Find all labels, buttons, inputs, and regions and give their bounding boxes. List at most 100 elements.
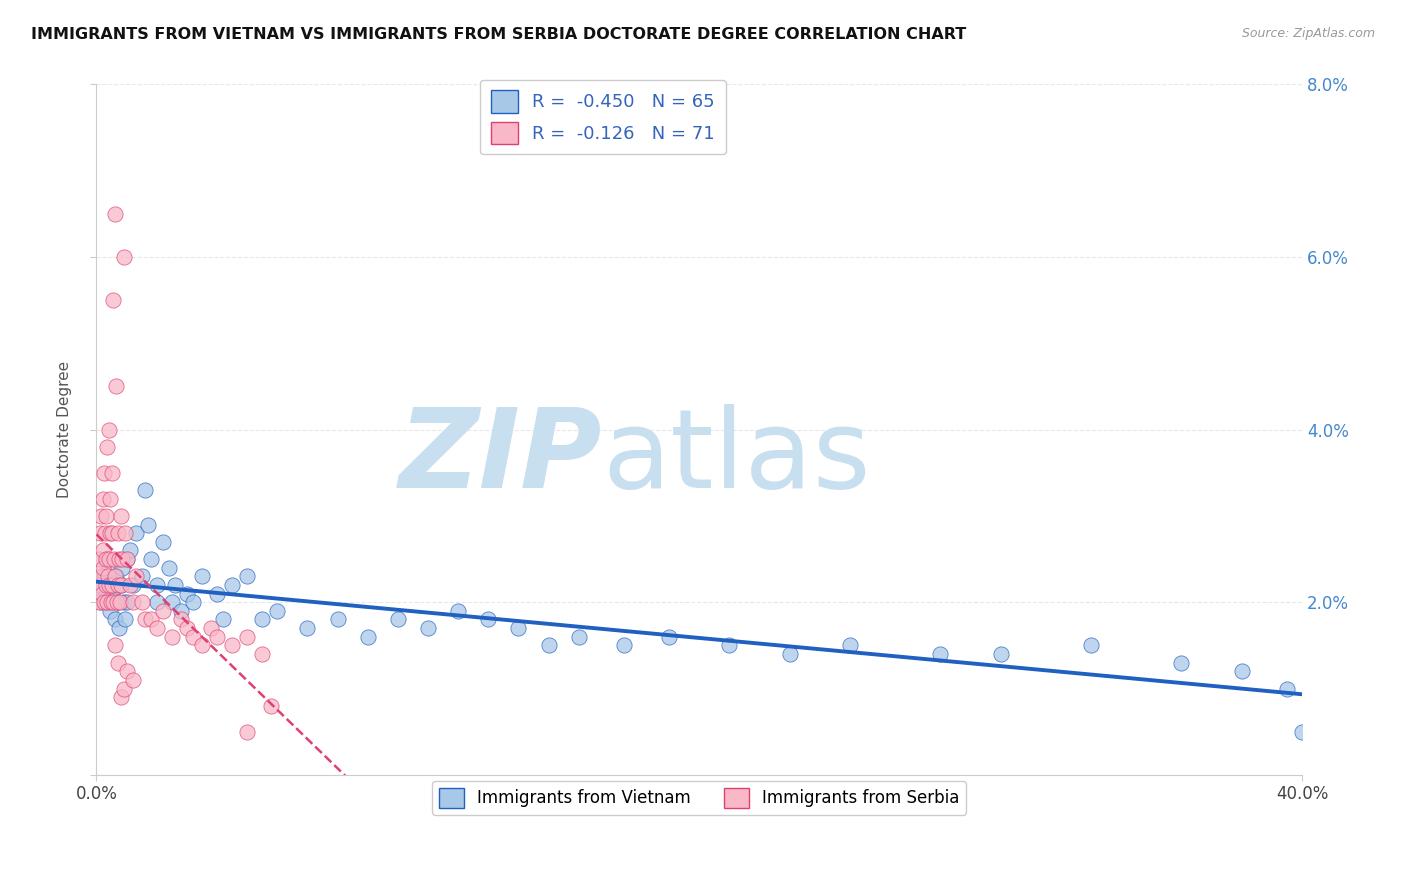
Point <box>779 647 801 661</box>
Point <box>91 586 114 600</box>
Point <box>236 724 259 739</box>
Point <box>108 595 131 609</box>
Point <box>568 630 591 644</box>
Point <box>212 612 235 626</box>
Point <box>101 578 124 592</box>
Point <box>160 630 183 644</box>
Point <box>87 578 110 592</box>
Point <box>357 630 380 644</box>
Point <box>100 578 122 592</box>
Point <box>131 595 153 609</box>
Point <box>103 612 125 626</box>
Point <box>1275 681 1298 696</box>
Point <box>96 440 118 454</box>
Point <box>93 595 115 609</box>
Point <box>121 595 143 609</box>
Point <box>101 526 124 541</box>
Point <box>1170 656 1192 670</box>
Point <box>98 526 121 541</box>
Point <box>134 612 156 626</box>
Point <box>191 639 214 653</box>
Point <box>221 578 243 592</box>
Point <box>838 639 860 653</box>
Point <box>107 595 129 609</box>
Point <box>121 578 143 592</box>
Point <box>94 508 117 523</box>
Point <box>131 569 153 583</box>
Point <box>124 526 146 541</box>
Point <box>613 639 636 653</box>
Point <box>181 595 204 609</box>
Point <box>114 526 136 541</box>
Point <box>115 552 138 566</box>
Point <box>266 604 288 618</box>
Point <box>94 552 117 566</box>
Point <box>98 604 121 618</box>
Point <box>114 612 136 626</box>
Point <box>477 612 499 626</box>
Point <box>91 560 114 574</box>
Point <box>98 491 121 506</box>
Text: Source: ZipAtlas.com: Source: ZipAtlas.com <box>1241 27 1375 40</box>
Point <box>252 647 274 661</box>
Point <box>93 569 115 583</box>
Point <box>110 578 132 592</box>
Point <box>121 673 143 687</box>
Point <box>97 560 120 574</box>
Point <box>1230 665 1253 679</box>
Point <box>96 595 118 609</box>
Point <box>152 604 174 618</box>
Point <box>103 639 125 653</box>
Point <box>94 578 117 592</box>
Point <box>170 604 193 618</box>
Point <box>98 552 121 566</box>
Point <box>89 526 111 541</box>
Point <box>111 560 134 574</box>
Point <box>163 578 186 592</box>
Point <box>94 552 117 566</box>
Point <box>297 621 319 635</box>
Text: atlas: atlas <box>603 404 872 511</box>
Point <box>326 612 349 626</box>
Point <box>108 621 131 635</box>
Point <box>157 560 180 574</box>
Point <box>260 698 283 713</box>
Point <box>97 578 120 592</box>
Point <box>107 656 129 670</box>
Point <box>537 639 560 653</box>
Point <box>176 586 198 600</box>
Point <box>416 621 439 635</box>
Point <box>91 491 114 506</box>
Point <box>112 681 135 696</box>
Point <box>90 508 112 523</box>
Legend: Immigrants from Vietnam, Immigrants from Serbia: Immigrants from Vietnam, Immigrants from… <box>432 781 966 814</box>
Point <box>89 578 111 592</box>
Point <box>134 483 156 497</box>
Point <box>115 595 138 609</box>
Point <box>87 552 110 566</box>
Point <box>252 612 274 626</box>
Point <box>145 621 167 635</box>
Point <box>107 526 129 541</box>
Point <box>145 595 167 609</box>
Point <box>97 569 120 583</box>
Text: IMMIGRANTS FROM VIETNAM VS IMMIGRANTS FROM SERBIA DOCTORATE DEGREE CORRELATION C: IMMIGRANTS FROM VIETNAM VS IMMIGRANTS FR… <box>31 27 966 42</box>
Point <box>205 586 228 600</box>
Point <box>112 250 135 264</box>
Point <box>93 466 115 480</box>
Point <box>104 569 127 583</box>
Point <box>90 569 112 583</box>
Point <box>89 595 111 609</box>
Point <box>90 595 112 609</box>
Point <box>100 586 122 600</box>
Point <box>929 647 952 661</box>
Point <box>110 508 132 523</box>
Point <box>110 690 132 705</box>
Point <box>105 569 128 583</box>
Point <box>118 543 141 558</box>
Point <box>205 630 228 644</box>
Point <box>160 595 183 609</box>
Text: ZIP: ZIP <box>399 404 603 511</box>
Point <box>176 621 198 635</box>
Point <box>200 621 222 635</box>
